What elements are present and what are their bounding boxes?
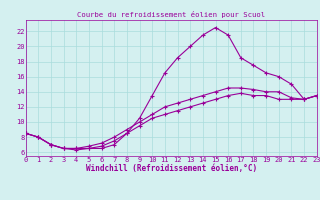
- X-axis label: Windchill (Refroidissement éolien,°C): Windchill (Refroidissement éolien,°C): [86, 164, 257, 173]
- Title: Courbe du refroidissement éolien pour Scuol: Courbe du refroidissement éolien pour Sc…: [77, 11, 265, 18]
